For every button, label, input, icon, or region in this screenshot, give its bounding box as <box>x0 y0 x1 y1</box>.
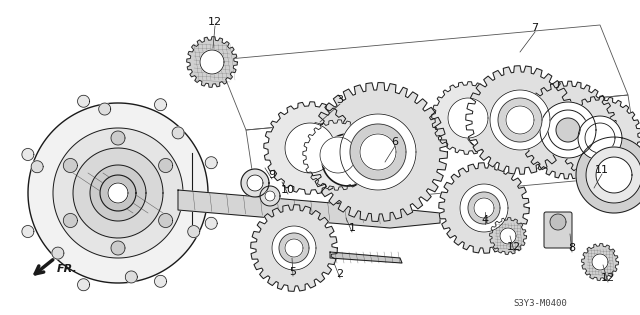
Polygon shape <box>100 175 136 211</box>
Polygon shape <box>498 98 542 142</box>
Polygon shape <box>279 233 309 263</box>
Polygon shape <box>322 134 374 186</box>
Polygon shape <box>73 148 163 238</box>
Polygon shape <box>360 134 396 170</box>
Polygon shape <box>125 271 138 283</box>
Polygon shape <box>550 214 566 230</box>
Polygon shape <box>251 205 337 291</box>
Text: 6: 6 <box>392 137 399 147</box>
Polygon shape <box>460 184 508 232</box>
Polygon shape <box>205 157 217 169</box>
Polygon shape <box>260 186 280 206</box>
Polygon shape <box>200 50 224 74</box>
Polygon shape <box>548 110 588 150</box>
Polygon shape <box>77 95 90 107</box>
Polygon shape <box>585 123 615 153</box>
Text: 7: 7 <box>531 23 539 33</box>
Polygon shape <box>154 99 166 111</box>
Polygon shape <box>582 243 618 280</box>
Polygon shape <box>558 96 640 180</box>
Polygon shape <box>111 241 125 255</box>
Polygon shape <box>576 137 640 213</box>
Polygon shape <box>159 158 173 173</box>
Polygon shape <box>556 118 580 142</box>
Polygon shape <box>506 106 534 134</box>
FancyBboxPatch shape <box>544 212 572 248</box>
Polygon shape <box>63 214 77 227</box>
Polygon shape <box>320 137 356 173</box>
Text: S3Y3-M0400: S3Y3-M0400 <box>513 299 567 307</box>
Polygon shape <box>578 116 622 160</box>
Polygon shape <box>432 82 504 154</box>
Polygon shape <box>285 123 335 173</box>
Text: 10: 10 <box>281 185 295 195</box>
Text: 1: 1 <box>349 223 355 233</box>
Polygon shape <box>99 103 111 115</box>
Polygon shape <box>490 90 550 150</box>
Text: 11: 11 <box>595 165 609 175</box>
Polygon shape <box>28 103 208 283</box>
Polygon shape <box>330 252 402 263</box>
Polygon shape <box>500 228 516 244</box>
Polygon shape <box>596 157 632 193</box>
Polygon shape <box>272 226 316 270</box>
Polygon shape <box>439 163 529 253</box>
Polygon shape <box>464 99 516 151</box>
Polygon shape <box>31 161 43 173</box>
Polygon shape <box>519 81 617 179</box>
Polygon shape <box>540 102 596 158</box>
Polygon shape <box>241 169 269 197</box>
Polygon shape <box>285 239 303 257</box>
Polygon shape <box>264 102 356 194</box>
Polygon shape <box>154 275 166 287</box>
Polygon shape <box>188 226 200 238</box>
Polygon shape <box>77 279 90 291</box>
Text: 9: 9 <box>268 170 276 180</box>
Polygon shape <box>350 124 406 180</box>
Polygon shape <box>22 148 34 160</box>
Polygon shape <box>303 120 373 190</box>
Polygon shape <box>90 165 146 221</box>
Text: 12: 12 <box>507 242 521 252</box>
Text: 2: 2 <box>337 269 344 279</box>
Polygon shape <box>111 131 125 145</box>
Polygon shape <box>340 114 416 190</box>
Polygon shape <box>265 191 275 201</box>
Polygon shape <box>159 214 173 227</box>
Polygon shape <box>308 83 447 221</box>
Text: 12: 12 <box>601 273 615 283</box>
Polygon shape <box>205 217 217 229</box>
Polygon shape <box>187 37 237 87</box>
Polygon shape <box>247 175 263 191</box>
Polygon shape <box>448 98 488 138</box>
Polygon shape <box>53 128 183 258</box>
Polygon shape <box>108 183 128 203</box>
Text: 8: 8 <box>568 243 575 253</box>
Polygon shape <box>586 147 640 203</box>
Text: 5: 5 <box>289 267 296 277</box>
Polygon shape <box>178 190 440 228</box>
Polygon shape <box>172 127 184 139</box>
Text: 12: 12 <box>208 17 222 27</box>
Polygon shape <box>474 198 494 218</box>
Polygon shape <box>52 247 64 259</box>
Polygon shape <box>63 158 77 173</box>
Polygon shape <box>490 218 526 255</box>
Text: FR.: FR. <box>57 264 77 274</box>
Polygon shape <box>22 226 34 238</box>
Text: 3: 3 <box>337 95 344 105</box>
Polygon shape <box>466 66 574 174</box>
Polygon shape <box>592 254 608 270</box>
Polygon shape <box>468 192 500 224</box>
Text: 4: 4 <box>481 215 488 225</box>
